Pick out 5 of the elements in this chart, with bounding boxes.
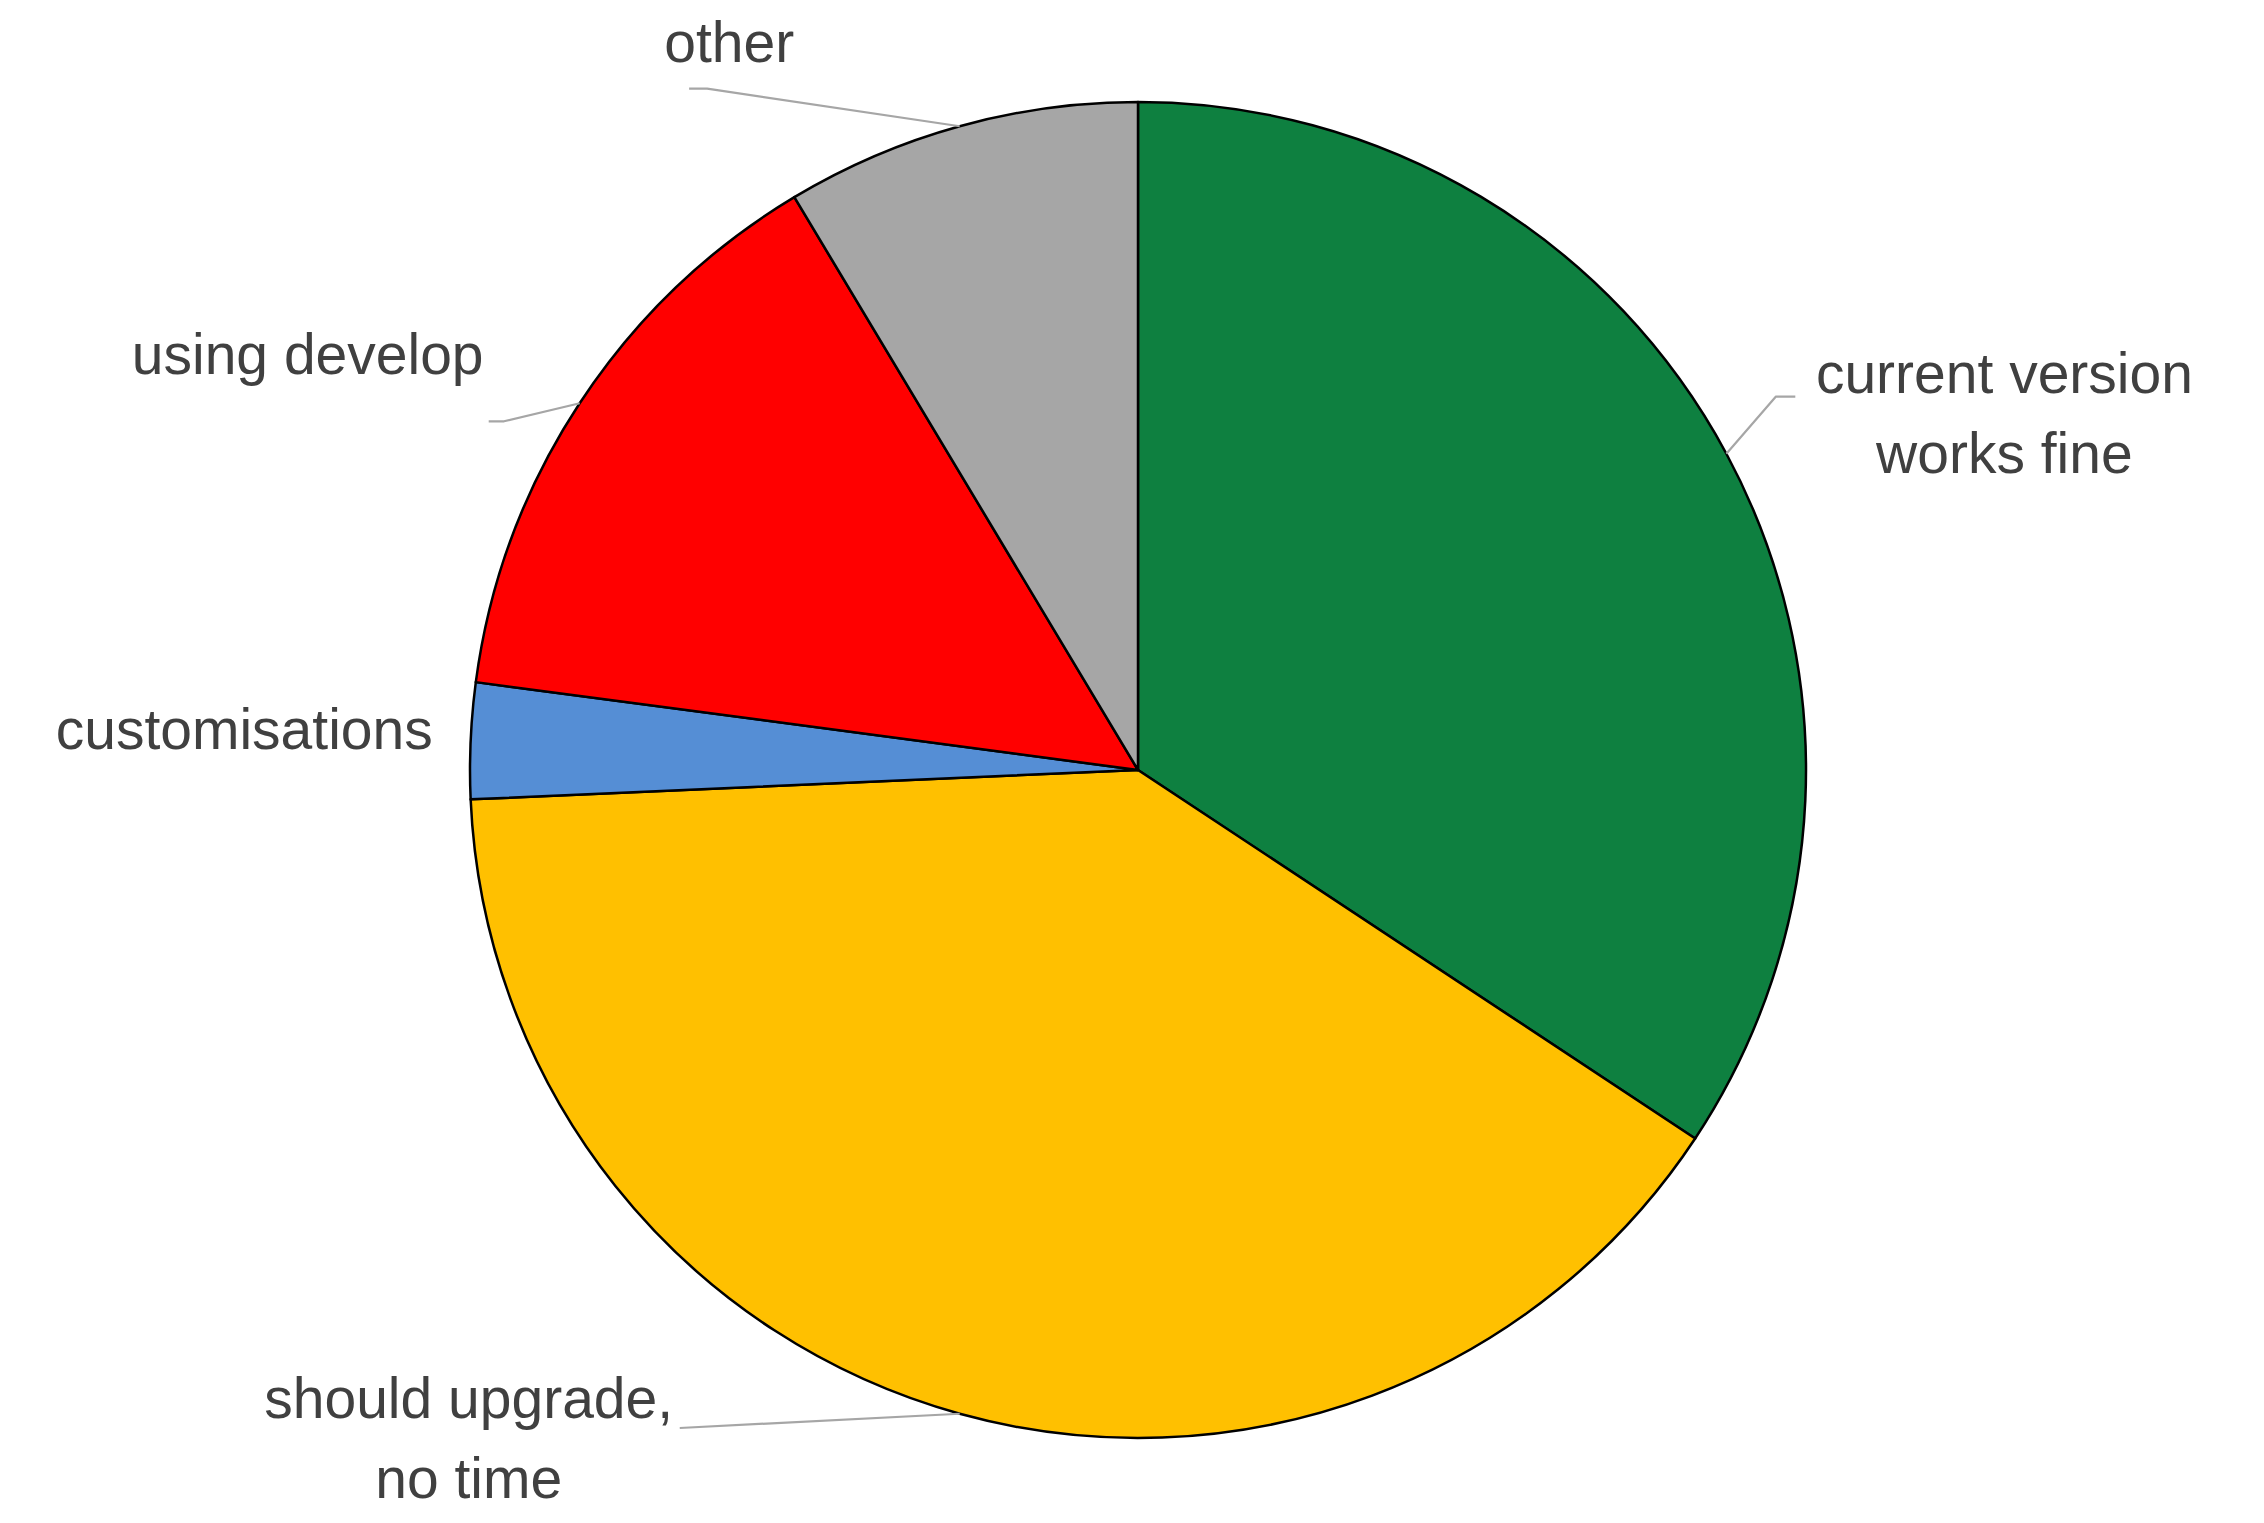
slice-label: current version works fine (1815, 341, 2193, 486)
slice-label: should upgrade, no time (264, 1365, 674, 1510)
slice-label: customisations (55, 696, 433, 761)
slice-label: using develop (131, 322, 484, 387)
slice-label: other (664, 9, 795, 74)
